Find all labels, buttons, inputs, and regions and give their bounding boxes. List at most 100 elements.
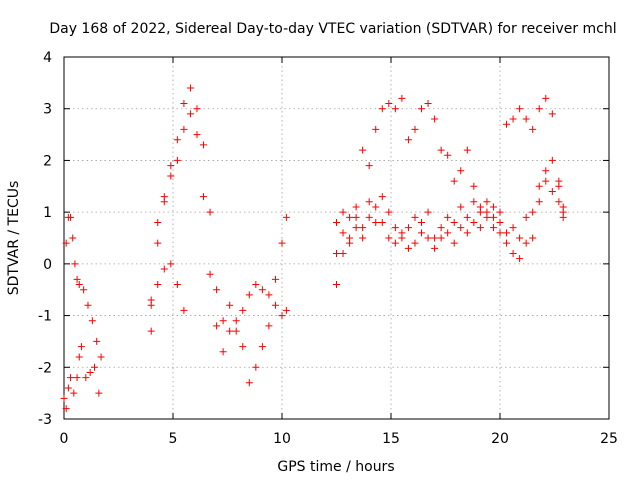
data-point	[67, 213, 75, 221]
data-point	[509, 115, 517, 123]
data-point	[339, 250, 347, 258]
data-point	[213, 322, 221, 330]
data-point	[476, 224, 484, 232]
data-point	[431, 115, 439, 123]
data-point	[535, 105, 543, 113]
data-point	[529, 234, 537, 242]
data-point	[60, 394, 68, 402]
data-point	[372, 125, 380, 133]
data-point	[372, 203, 380, 211]
data-point	[431, 244, 439, 252]
data-point	[75, 281, 83, 289]
data-point	[496, 229, 504, 237]
data-point	[496, 208, 504, 216]
data-point	[509, 224, 517, 232]
data-point	[77, 343, 85, 351]
data-point	[226, 301, 234, 309]
data-point	[503, 229, 511, 237]
data-point	[265, 291, 273, 299]
data-point	[457, 224, 465, 232]
grid-lines	[64, 57, 609, 419]
data-point	[444, 229, 452, 237]
data-point	[206, 270, 214, 278]
data-point	[391, 224, 399, 232]
series-sdtvar-b	[62, 343, 103, 413]
data-point	[206, 208, 214, 216]
data-point	[173, 156, 181, 164]
data-point	[398, 234, 406, 242]
data-point	[509, 250, 517, 258]
y-tick-label: -1	[38, 309, 52, 325]
y-tick-label: 4	[43, 50, 52, 66]
data-point	[226, 327, 234, 335]
data-point	[418, 229, 426, 237]
series-sdtvar-d	[147, 110, 290, 387]
data-point	[470, 182, 478, 190]
data-point	[62, 239, 70, 247]
data-point	[180, 125, 188, 133]
data-point	[496, 218, 504, 226]
data-point	[359, 234, 367, 242]
data-point	[391, 105, 399, 113]
data-point	[265, 322, 273, 330]
data-point	[239, 306, 247, 314]
data-point	[365, 162, 373, 170]
y-tick-label: -3	[38, 412, 52, 428]
data-point	[271, 275, 279, 283]
data-point	[200, 193, 208, 201]
y-tick-label: 3	[43, 102, 52, 118]
data-point	[522, 239, 530, 247]
data-point	[450, 177, 458, 185]
data-point	[147, 327, 155, 335]
x-axis-label: GPS time / hours	[277, 459, 394, 475]
data-point	[339, 229, 347, 237]
data-point	[437, 224, 445, 232]
data-point	[219, 317, 227, 325]
data-point	[404, 224, 412, 232]
series-sdtvar-g	[333, 156, 567, 289]
data-point	[522, 115, 530, 123]
data-point	[64, 384, 72, 392]
data-point	[516, 255, 524, 263]
data-point	[559, 208, 567, 216]
series-sdtvar-f	[333, 94, 567, 226]
data-point	[418, 105, 426, 113]
data-point	[522, 213, 530, 221]
data-point	[359, 224, 367, 232]
data-point	[378, 105, 386, 113]
data-point	[258, 286, 266, 294]
data-point	[245, 379, 253, 387]
y-tick-label: -2	[38, 360, 52, 376]
data-point	[167, 260, 175, 268]
data-point	[180, 100, 188, 108]
data-point	[437, 146, 445, 154]
data-point	[542, 94, 550, 102]
data-point	[385, 100, 393, 108]
data-point	[457, 203, 465, 211]
series-sdtvar-c	[147, 84, 290, 356]
data-point	[239, 343, 247, 351]
data-point	[489, 224, 497, 232]
y-tick-label: 2	[43, 153, 52, 169]
data-point	[470, 218, 478, 226]
data-point	[385, 208, 393, 216]
data-point	[167, 162, 175, 170]
data-point	[91, 363, 99, 371]
x-tick-labels: 0 5 10 15 20 25	[60, 431, 618, 447]
data-point	[365, 213, 373, 221]
data-point	[404, 244, 412, 252]
data-point	[97, 353, 105, 361]
data-point	[542, 167, 550, 175]
data-point	[404, 136, 412, 144]
y-axis-label: SDTVAR / TECUs	[6, 181, 22, 296]
data-point	[535, 198, 543, 206]
data-point	[282, 306, 290, 314]
data-point	[385, 234, 393, 242]
data-point	[431, 234, 439, 242]
data-point	[186, 110, 194, 118]
x-tick-label: 5	[169, 431, 178, 447]
data-point	[167, 172, 175, 180]
data-point	[503, 239, 511, 247]
data-point	[258, 343, 266, 351]
